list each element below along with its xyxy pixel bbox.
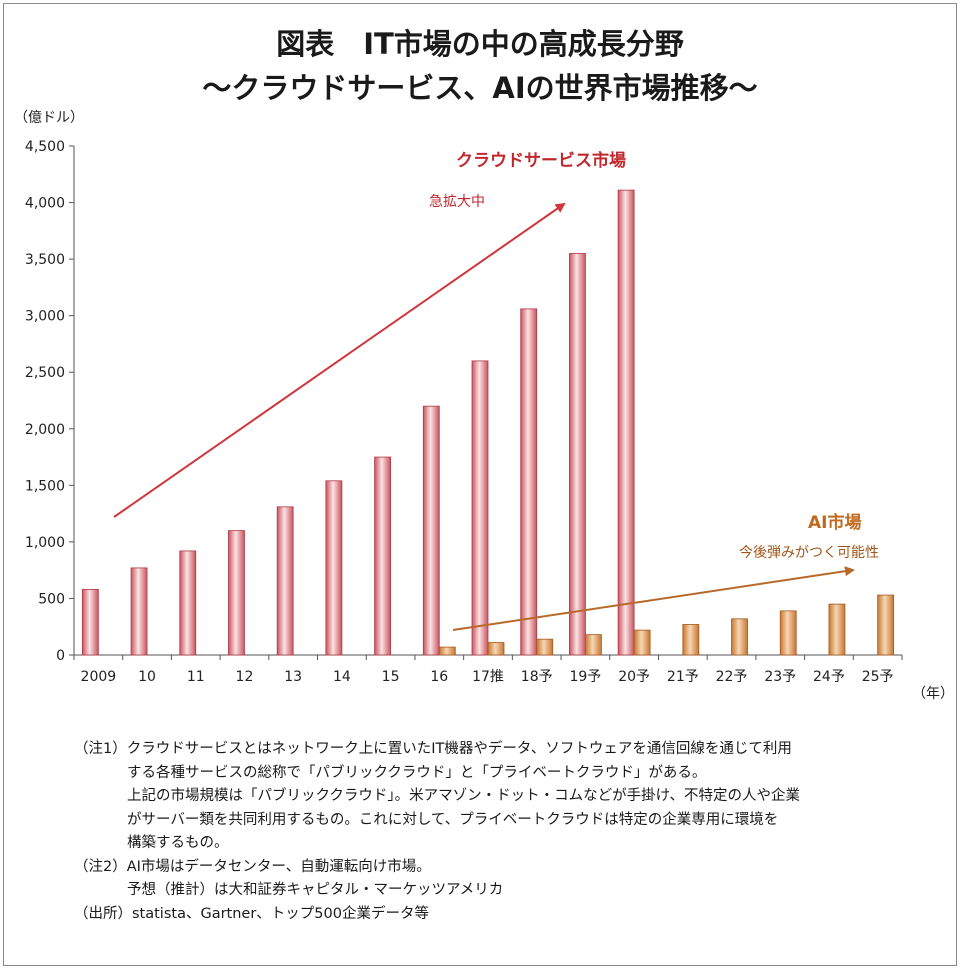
x-tick-label: 13	[284, 669, 302, 685]
cloud-series	[81, 189, 635, 656]
note-1-line-4: がサーバー類を共同利用するもの。これに対して、プライベートクラウドは特定の企業専…	[127, 811, 779, 828]
ai-bar	[731, 618, 748, 656]
y-tick-label: 0	[56, 648, 65, 664]
note-1-line-5: 構築するもの。	[127, 835, 229, 851]
x-tick-label: 12	[236, 669, 254, 685]
cloud-bar	[617, 189, 635, 656]
chart-svg: 図表 IT市場の中の高成長分野 ～クラウドサービス、AIの世界市場推移～ （億ド…	[14, 27, 954, 702]
chart-frame: 図表 IT市場の中の高成長分野 ～クラウドサービス、AIの世界市場推移～ （億ド…	[3, 3, 957, 966]
cloud-bar	[374, 456, 391, 656]
x-tick-label: 18予	[521, 669, 553, 685]
ai-annotation-title: AI市場	[808, 512, 861, 533]
cloud-bar	[325, 480, 343, 656]
note-1-line-2: する各種サービスの総称で「パブリッククラウド」と「プライベートクラウド」がある。	[127, 764, 707, 781]
source-note: （出所）statista、Gartner、トップ500企業データ等	[74, 905, 429, 922]
x-tick-label: 23予	[764, 669, 796, 685]
y-tick-label: 4,000	[25, 196, 65, 212]
cloud-bar	[81, 588, 99, 656]
cloud-annotation-title: クラウドサービス市場	[456, 150, 626, 171]
cloud-trend-arrow	[113, 202, 566, 518]
x-axis-unit: （年）	[912, 686, 954, 702]
cloud-annotation-sub: 急拡大中	[429, 194, 485, 210]
ai-bar	[828, 603, 846, 656]
ai-bar	[585, 634, 602, 656]
ai-bar	[438, 646, 456, 656]
note-1-line-3: 上記の市場規模は「パブリッククラウド」。米アマゾン・ドット・コムなどが手掛け、不…	[127, 788, 800, 804]
ai-series	[438, 594, 895, 656]
ai-bar	[877, 594, 895, 656]
cloud-bar	[422, 405, 440, 656]
y-tick-label: 1,000	[25, 535, 65, 551]
x-tick-label: 14	[333, 669, 351, 685]
y-tick-label: 3,500	[25, 252, 65, 268]
cloud-bar	[179, 550, 197, 656]
ai-trend-arrow	[452, 566, 855, 631]
y-axis: 0 500 1,000 1,500 2,000 2,500 3,000 3,500 4,000 4…	[25, 139, 75, 664]
x-tick-label: 17推	[472, 669, 504, 685]
x-tick-label: 2009	[81, 669, 117, 685]
x-tick-label: 15	[382, 669, 400, 685]
x-tick-label: 21予	[667, 669, 699, 685]
note-2-line-1: （注2）AI市場はデータセンター、自動運転向け市場。	[74, 858, 431, 875]
ai-annotation-sub: 今後弾みがつく可能性	[739, 545, 879, 561]
note-2-line-2: 予想（推計）は大和証券キャピタル・マーケッツアメリカ	[127, 882, 504, 898]
cloud-bar	[130, 567, 148, 656]
x-tick-label: 20予	[618, 669, 650, 685]
chart-title-line1: 図表 IT市場の中の高成長分野	[276, 27, 684, 61]
x-axis: 2009 10 11 12 13 14 15 16 17推 18予 19予 20予 21予 22予 23予 2…	[73, 654, 903, 685]
x-tick-label: 16	[430, 669, 448, 685]
cloud-bar	[228, 530, 245, 656]
y-tick-label: 3,000	[25, 309, 65, 325]
ai-bar	[633, 629, 651, 656]
chart-title-line2: ～クラウドサービス、AIの世界市場推移～	[202, 71, 757, 105]
notes: （注1）クラウドサービスとはネットワーク上に置いたIT機器やデータ、ソフトウェア…	[74, 738, 934, 926]
x-tick-label: 19予	[569, 669, 601, 685]
x-tick-label: 24予	[813, 669, 845, 685]
ai-bar	[487, 642, 505, 656]
x-tick-label: 11	[187, 669, 205, 685]
y-tick-label: 2,500	[25, 365, 65, 381]
cloud-bar	[471, 360, 489, 656]
cloud-bar	[569, 253, 586, 656]
cloud-bar	[276, 506, 294, 656]
y-tick-label: 2,000	[25, 422, 65, 438]
ai-bar	[682, 624, 700, 656]
y-tick-label: 4,500	[25, 139, 65, 155]
ai-bar	[536, 638, 554, 656]
x-tick-label: 25予	[862, 669, 894, 685]
note-1-line-1: （注1）クラウドサービスとはネットワーク上に置いたIT機器やデータ、ソフトウェア…	[74, 741, 792, 757]
cloud-bar	[520, 308, 538, 656]
ai-bar	[779, 610, 797, 656]
y-tick-label: 1,500	[25, 478, 65, 494]
x-tick-label: 10	[138, 669, 156, 685]
x-tick-label: 22予	[716, 669, 748, 685]
y-axis-unit: （億ドル）	[14, 110, 84, 126]
y-tick-label: 500	[38, 591, 65, 607]
